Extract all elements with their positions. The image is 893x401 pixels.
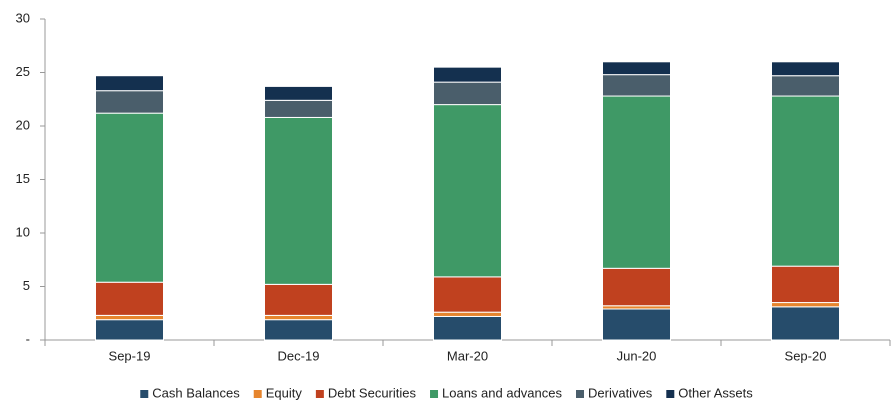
legend-label: Equity (266, 385, 303, 400)
x-tick-label: Mar-20 (447, 348, 488, 363)
x-tick-label: Jun-20 (617, 348, 657, 363)
bar-segment (771, 61, 840, 77)
y-tick-label: 20 (16, 117, 30, 132)
y-tick-label: 25 (16, 64, 30, 79)
bar-segment (771, 306, 840, 341)
bar-segment (433, 315, 502, 341)
bar-segment (264, 319, 333, 341)
legend-label: Cash Balances (152, 385, 240, 400)
bar-segment (433, 311, 502, 317)
bar-segment (771, 265, 840, 304)
y-tick-label: 5 (23, 278, 30, 293)
legend-swatch (430, 390, 439, 398)
bar-segment (264, 314, 333, 321)
legend-swatch (253, 390, 262, 398)
bar-segment (433, 66, 502, 83)
bar-segment (602, 308, 671, 341)
bar-segment (264, 283, 333, 316)
x-tick-label: Sep-19 (109, 348, 151, 363)
bar-segment (433, 104, 502, 278)
bar-segment (95, 319, 164, 341)
bar-segment (95, 314, 164, 321)
y-tick-label: 30 (16, 10, 30, 25)
y-tick-label: 15 (16, 171, 30, 186)
bar-segment (771, 95, 840, 267)
bar-segment (602, 61, 671, 76)
bar-segment (264, 85, 333, 101)
legend-label: Other Assets (678, 385, 753, 400)
y-tick-label: - (26, 331, 30, 346)
y-tick-label: 10 (16, 224, 30, 239)
x-tick-label: Dec-19 (278, 348, 320, 363)
legend-swatch (576, 390, 585, 398)
bar-segment (95, 112, 164, 283)
legend-label: Loans and advances (442, 385, 562, 400)
bar-segment (95, 75, 164, 92)
bar-segment (264, 116, 333, 285)
legend-label: Derivatives (588, 385, 653, 400)
bar-segment (602, 74, 671, 97)
bar-segment (433, 276, 502, 313)
bar-segment (602, 267, 671, 307)
bar-segment (264, 99, 333, 118)
legend-swatch (666, 390, 675, 398)
legend-label: Debt Securities (328, 385, 417, 400)
bar-segment (602, 95, 671, 269)
bar-segment (771, 302, 840, 308)
bar-segment (95, 281, 164, 316)
bar-segment (95, 90, 164, 114)
legend-swatch (315, 390, 324, 398)
legend-swatch (140, 390, 149, 398)
bar-segment (433, 81, 502, 106)
x-tick-label: Sep-20 (785, 348, 827, 363)
bar-segment (771, 75, 840, 97)
